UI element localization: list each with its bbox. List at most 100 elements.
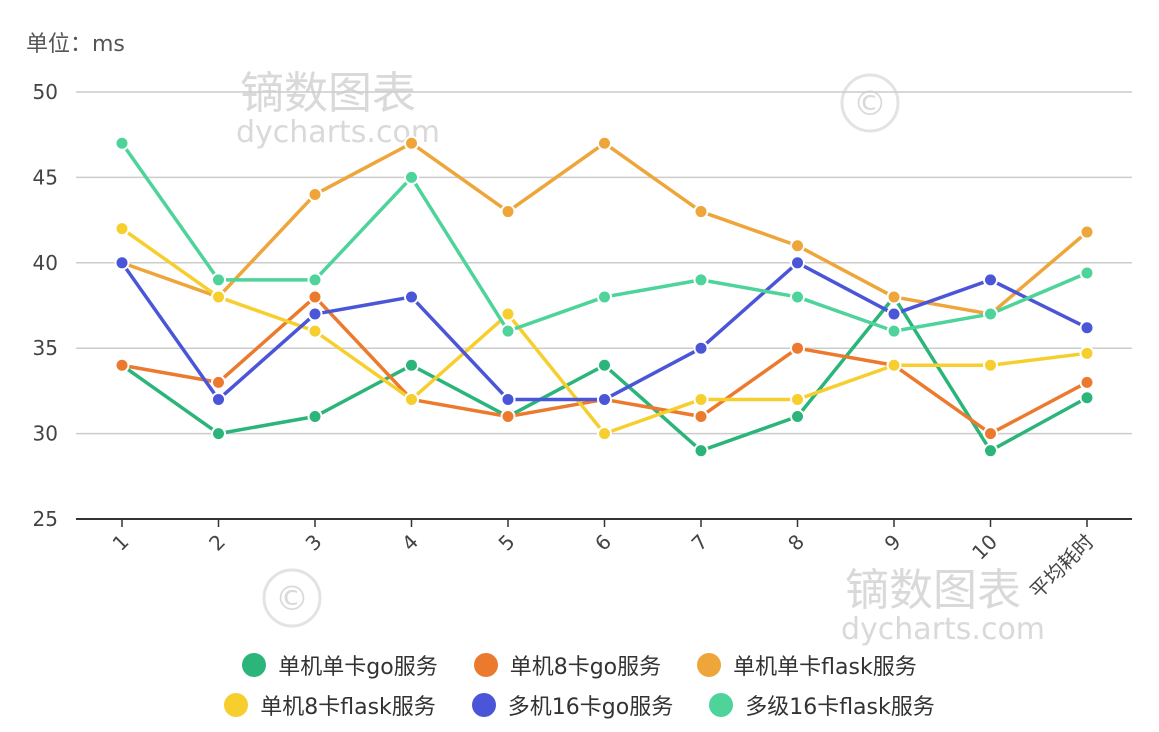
data-point[interactable] [693, 340, 709, 356]
y-tick-label: 35 [33, 336, 58, 360]
data-point[interactable] [597, 357, 612, 373]
data-point[interactable] [886, 357, 902, 373]
data-point[interactable] [307, 186, 323, 202]
data-point[interactable] [790, 409, 805, 425]
series-4 [114, 221, 1095, 442]
x-tick-label: 9 [880, 530, 906, 556]
data-point[interactable] [211, 374, 226, 390]
data-point[interactable] [886, 323, 902, 339]
legend-swatch-icon [709, 693, 734, 717]
legend-item[interactable]: 单机8卡flask服务 [224, 689, 436, 721]
data-point[interactable] [307, 272, 323, 288]
data-point[interactable] [693, 272, 709, 288]
x-tick-label: 4 [397, 530, 423, 556]
data-point[interactable] [693, 409, 709, 425]
legend-item[interactable]: 单机单卡flask服务 [697, 649, 917, 681]
series-6 [114, 135, 1095, 339]
data-point[interactable] [500, 391, 516, 407]
data-point[interactable] [114, 221, 130, 237]
data-point[interactable] [886, 289, 902, 305]
y-tick-label: 45 [33, 165, 58, 189]
legend-item[interactable]: 多机16卡go服务 [471, 689, 674, 721]
data-point[interactable] [597, 135, 612, 151]
data-point[interactable] [114, 135, 130, 151]
data-point[interactable] [500, 323, 516, 339]
x-tick-label: 5 [494, 530, 520, 556]
y-axis: 25 30 35 40 45 50 [33, 80, 58, 531]
x-tick-label: 8 [783, 530, 809, 556]
data-point[interactable] [211, 272, 226, 288]
copyright-symbol: © [275, 579, 309, 619]
x-tick-label: 10 [967, 530, 1002, 565]
data-point[interactable] [1079, 320, 1095, 336]
data-point[interactable] [983, 306, 998, 322]
legend-label: 单机单卡go服务 [278, 655, 438, 680]
watermark-cn: 镝数图表 [845, 565, 1021, 616]
unit-label: 单位：ms [26, 32, 125, 57]
series-line [120, 261, 1088, 402]
x-tick-label: 3 [301, 530, 327, 556]
data-point[interactable] [211, 289, 226, 305]
legend-row: 单机单卡go服务 单机8卡go服务 单机单卡flask服务 [0, 645, 1159, 685]
data-point[interactable] [597, 289, 612, 305]
data-point[interactable] [1079, 265, 1095, 281]
data-point[interactable] [307, 306, 323, 322]
data-point[interactable] [790, 255, 805, 271]
y-tick-label: 40 [33, 251, 58, 275]
data-point[interactable] [211, 426, 226, 442]
data-point[interactable] [983, 426, 998, 442]
data-point[interactable] [790, 391, 805, 407]
data-point[interactable] [790, 238, 805, 254]
data-point[interactable] [1079, 224, 1095, 240]
data-point[interactable] [500, 306, 516, 322]
data-point[interactable] [114, 357, 130, 373]
data-point[interactable] [693, 443, 709, 459]
y-tick-label: 25 [33, 507, 58, 531]
legend-item[interactable]: 单机8卡go服务 [473, 649, 661, 681]
data-point[interactable] [500, 409, 516, 425]
x-tick-label: 1 [108, 530, 134, 556]
data-point[interactable] [307, 323, 323, 339]
data-point[interactable] [693, 204, 709, 220]
legend-item[interactable]: 单机单卡go服务 [242, 649, 438, 681]
watermark-en: dycharts.com [841, 612, 1045, 647]
data-point[interactable] [404, 391, 419, 407]
copyright-icon [262, 568, 322, 628]
x-tick-label: 6 [590, 530, 616, 556]
data-point[interactable] [211, 391, 226, 407]
y-tick-label: 50 [33, 80, 58, 104]
data-point[interactable] [114, 255, 130, 271]
data-point[interactable] [404, 169, 419, 185]
legend-swatch-icon [697, 653, 722, 677]
data-point[interactable] [404, 289, 419, 305]
data-point[interactable] [886, 306, 902, 322]
legend-swatch-icon [471, 693, 496, 717]
data-point[interactable] [790, 289, 805, 305]
legend-row: 单机8卡flask服务 多机16卡go服务 多级16卡flask服务 [0, 685, 1159, 725]
copyright-symbol: © [853, 84, 887, 124]
data-point[interactable] [597, 426, 612, 442]
data-point[interactable] [790, 340, 805, 356]
data-point[interactable] [1079, 345, 1095, 361]
legend-label: 多机16卡go服务 [507, 695, 674, 720]
data-point[interactable] [693, 391, 709, 407]
data-point[interactable] [404, 135, 419, 151]
data-point[interactable] [597, 391, 612, 407]
data-point[interactable] [1079, 390, 1095, 406]
legend-label: 单机8卡flask服务 [260, 695, 436, 720]
legend: 单机单卡go服务 单机8卡go服务 单机单卡flask服务 单机8卡flask服务 多… [0, 645, 1159, 725]
series-group [114, 135, 1095, 459]
data-point[interactable] [983, 443, 998, 459]
x-tick-label: 2 [204, 530, 230, 556]
data-point[interactable] [983, 272, 998, 288]
x-tick-label: 平均耗时 [1025, 530, 1099, 604]
data-point[interactable] [1079, 374, 1095, 390]
data-point[interactable] [307, 409, 323, 425]
legend-item[interactable]: 多级16卡flask服务 [709, 689, 935, 721]
data-point[interactable] [404, 357, 419, 373]
data-point[interactable] [307, 289, 323, 305]
data-point[interactable] [500, 204, 516, 220]
legend-label: 多级16卡flask服务 [745, 695, 935, 720]
data-point[interactable] [983, 357, 998, 373]
